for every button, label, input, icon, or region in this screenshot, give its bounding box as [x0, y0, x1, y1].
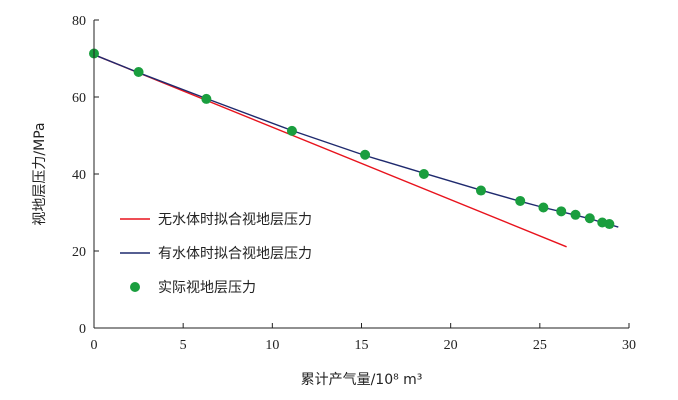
data-point — [133, 66, 144, 77]
data-point — [475, 185, 486, 196]
x-tick-label: 5 — [180, 338, 187, 353]
y-tick-label: 20 — [72, 245, 86, 260]
x-tick-label: 10 — [265, 338, 279, 353]
x-tick-label: 25 — [533, 338, 547, 353]
plot-area — [89, 48, 619, 248]
x-tick-label: 30 — [622, 338, 636, 353]
series-line-1 — [93, 54, 619, 228]
data-point — [556, 206, 567, 217]
data-point — [515, 195, 526, 206]
axes: 0 5 10 15 20 25 30 0 20 40 60 80 — [72, 14, 636, 353]
y-ticks: 0 20 40 60 80 — [72, 14, 99, 337]
y-axis-title: 视地层压力/MPa — [32, 122, 48, 225]
data-point — [360, 149, 371, 160]
series-line-0 — [93, 54, 567, 248]
y-tick-label: 40 — [72, 168, 86, 183]
x-ticks: 0 5 10 15 20 25 30 — [91, 323, 636, 353]
legend-label: 无水体时拟合视地层压力 — [158, 212, 312, 228]
x-tick-label: 15 — [355, 338, 369, 353]
data-point — [538, 202, 549, 213]
y-tick-label: 60 — [72, 91, 86, 106]
data-point — [570, 209, 581, 220]
x-axis-title: 累计产气量/10⁸ m³ — [301, 372, 423, 388]
y-tick-label: 0 — [79, 322, 86, 337]
y-tick-label: 80 — [72, 14, 86, 29]
data-point — [201, 93, 212, 104]
legend-label: 有水体时拟合视地层压力 — [158, 246, 312, 262]
data-point — [604, 219, 615, 230]
x-tick-label: 20 — [444, 338, 458, 353]
x-tick-label: 0 — [91, 338, 98, 353]
legend-label: 实际视地层压力 — [158, 280, 256, 296]
data-point — [584, 213, 595, 224]
legend-marker-swatch — [130, 282, 140, 292]
data-point — [418, 169, 429, 179]
data-point — [286, 125, 297, 136]
